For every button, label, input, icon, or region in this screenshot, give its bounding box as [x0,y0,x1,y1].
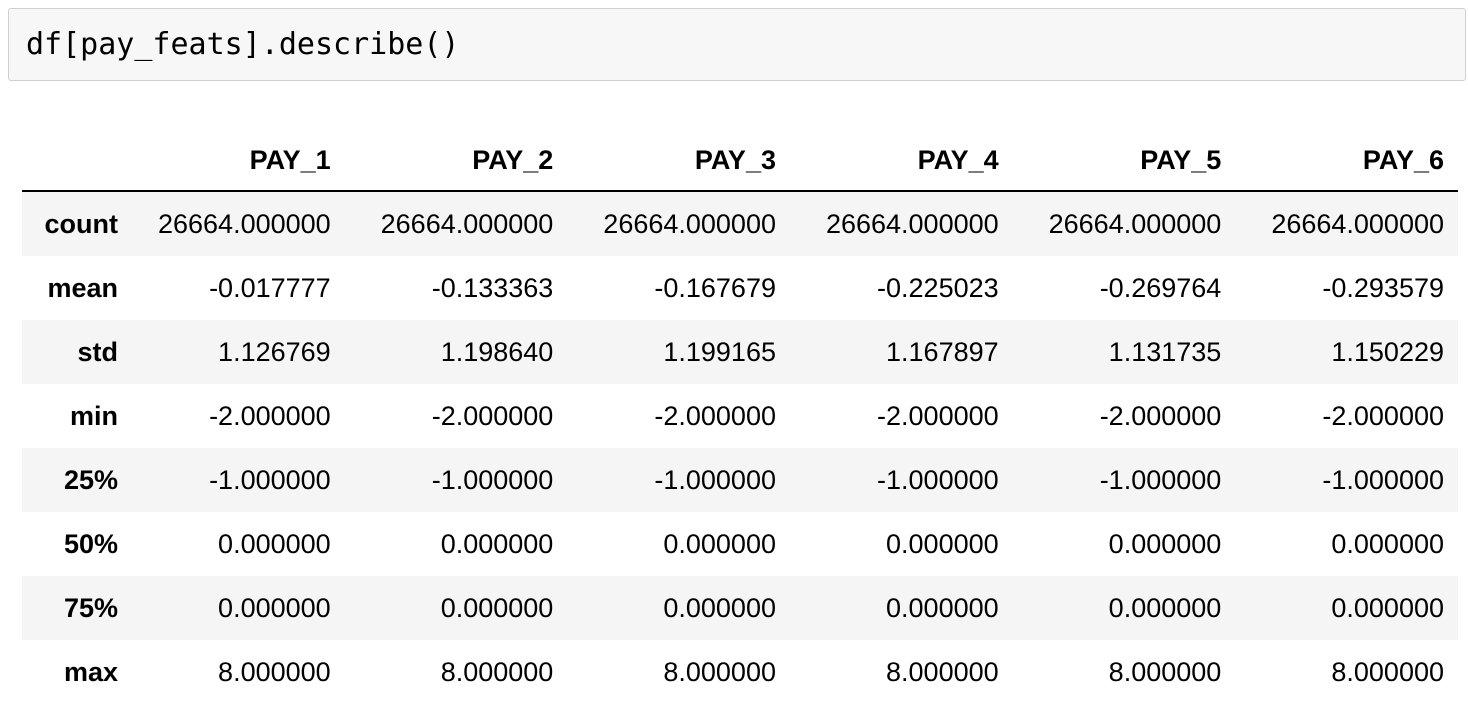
table-cell: 0.000000 [218,528,331,559]
table-cell: 8.000000 [1331,656,1444,687]
table-cell: 0.000000 [1108,592,1222,623]
column-header: PAY_5 [1012,130,1236,192]
row-index: mean [47,272,119,303]
table-cell: 8.000000 [1108,656,1222,687]
table-cell: 0.000000 [1331,528,1444,559]
table-cell: 0.000000 [886,592,999,623]
table-cell: -0.225023 [877,272,999,303]
table-row: std 1.126769 1.198640 1.199165 1.167897 … [22,320,1458,384]
table-cell: 1.150229 [1331,336,1444,367]
column-header: PAY_2 [344,130,568,192]
table-cell: -1.000000 [431,464,554,495]
table-cell: 1.131735 [1108,336,1222,367]
index-header [22,130,123,192]
table-cell: 0.000000 [1331,592,1444,623]
table-cell: -1.000000 [1322,464,1444,495]
table-cell: 0.000000 [663,528,776,559]
table-cell: -1.000000 [1099,464,1222,495]
table-cell: -2.000000 [209,400,331,431]
table-cell: 26664.000000 [1048,208,1222,239]
table-row: 75% 0.000000 0.000000 0.000000 0.000000 … [22,576,1458,640]
table-cell: -0.293579 [1322,272,1444,303]
table-cell: 26664.000000 [1271,208,1444,239]
table-row: min -2.000000 -2.000000 -2.000000 -2.000… [22,384,1458,448]
row-index: max [63,656,119,687]
table-row: 25% -1.000000 -1.000000 -1.000000 -1.000… [22,448,1458,512]
table-cell: 26664.000000 [157,208,331,239]
table-cell: -2.000000 [1099,400,1222,431]
table-cell: 26664.000000 [825,208,999,239]
column-header: PAY_4 [789,130,1013,192]
code-cell[interactable]: df[pay_feats].describe() [8,8,1466,81]
row-index: 75% [63,592,119,623]
table-cell: 1.198640 [440,336,554,367]
table-cell: 0.000000 [1108,528,1222,559]
table-row: count 26664.000000 26664.000000 26664.00… [22,191,1458,256]
table-cell: -1.000000 [877,464,999,495]
column-header: PAY_6 [1235,130,1458,192]
table-cell: 1.199165 [663,336,776,367]
table-cell: 8.000000 [886,656,999,687]
column-header: PAY_1 [122,130,345,192]
table-cell: -0.133363 [431,272,554,303]
table-cell: -0.167679 [654,272,776,303]
table-cell: -2.000000 [431,400,554,431]
row-index: count [44,208,119,239]
table-cell: 8.000000 [440,656,554,687]
table-cell: -0.269764 [1099,272,1222,303]
row-index: 50% [63,528,119,559]
table-cell: 26664.000000 [603,208,776,239]
table-cell: 8.000000 [663,656,776,687]
table-cell: 0.000000 [218,592,331,623]
table-cell: 0.000000 [886,528,999,559]
header-row: PAY_1 PAY_2 PAY_3 PAY_4 PAY_5 PAY_6 [22,130,1458,192]
table-cell: -2.000000 [654,400,776,431]
table-row: 50% 0.000000 0.000000 0.000000 0.000000 … [22,512,1458,576]
table-cell: 8.000000 [218,656,331,687]
table-cell: -1.000000 [654,464,776,495]
table-cell: 0.000000 [663,592,776,623]
column-header: PAY_3 [567,130,790,192]
table-cell: 1.126769 [218,336,331,367]
table-cell: -0.017777 [209,272,331,303]
row-index: 25% [63,464,119,495]
table-cell: -2.000000 [1322,400,1444,431]
row-index: std [77,336,119,367]
table-row: mean -0.017777 -0.133363 -0.167679 -0.22… [22,256,1458,320]
table-cell: 26664.000000 [380,208,554,239]
table-cell: -2.000000 [877,400,999,431]
output-area: PAY_1 PAY_2 PAY_3 PAY_4 PAY_5 PAY_6 coun… [22,130,1468,704]
table-cell: 0.000000 [440,592,554,623]
code-input[interactable]: df[pay_feats].describe() [26,27,460,62]
row-index: min [70,400,119,431]
dataframe-table: PAY_1 PAY_2 PAY_3 PAY_4 PAY_5 PAY_6 coun… [22,130,1458,704]
table-row: max 8.000000 8.000000 8.000000 8.000000 … [22,640,1458,704]
table-cell: -1.000000 [209,464,331,495]
table-cell: 0.000000 [440,528,554,559]
table-cell: 1.167897 [886,336,999,367]
